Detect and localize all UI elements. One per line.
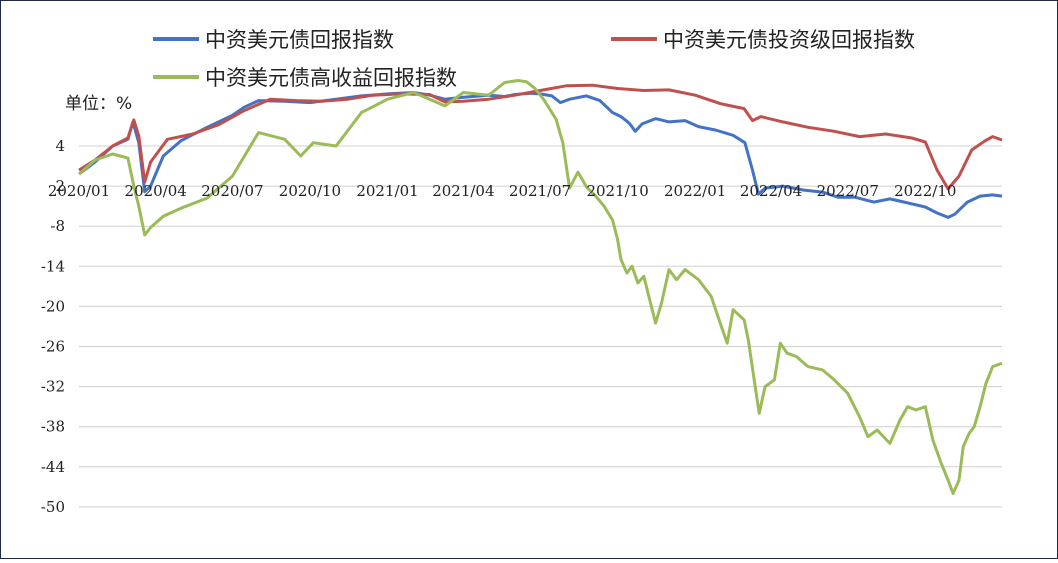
x-axis-ticks: 2020/01 2020/04 2020/07 2020/10 2021/01 2021/… (48, 182, 957, 200)
series-lines (78, 79, 1003, 495)
x-tick-label: 2020/07 (201, 182, 263, 200)
series-line-1 (78, 91, 1003, 219)
y-tick-label: -8 (50, 217, 65, 235)
series-line-2 (78, 83, 1003, 191)
x-tick-label: 2022/01 (664, 182, 726, 200)
y-tick-label: -32 (41, 378, 65, 396)
x-tick-label: 2021/01 (356, 182, 418, 200)
x-tick-label: 2021/07 (509, 182, 571, 200)
legend-label-series-1: 中资美元债回报指数 (205, 28, 394, 52)
legend: 中资美元债回报指数 中资美元债投资级回报指数 中资美元债高收益回报指数 (153, 28, 915, 90)
x-tick-label: 2022/04 (740, 182, 802, 200)
y-tick-label: 2 (55, 177, 65, 195)
y-tick-label: -26 (41, 338, 65, 356)
legend-label-series-3: 中资美元债高收益回报指数 (205, 66, 457, 90)
y-axis-ticks: 4 2 -8 -14 -20 -26 -32 -38 -44 -50 (41, 137, 65, 516)
series-line-3 (78, 79, 1003, 495)
x-tick-label: 2020/04 (125, 182, 187, 200)
y-tick-label: -50 (41, 498, 65, 516)
x-tick-label: 2020/01 (48, 182, 110, 200)
y-tick-label: -38 (41, 418, 65, 436)
unit-label: 单位：% (65, 94, 132, 114)
x-tick-label: 2021/10 (586, 182, 648, 200)
legend-label-series-2: 中资美元债投资级回报指数 (663, 28, 915, 52)
y-tick-label: -14 (41, 257, 65, 275)
x-tick-label: 2021/04 (432, 182, 494, 200)
y-tick-label: 4 (55, 137, 65, 155)
y-tick-label: -44 (41, 458, 65, 476)
x-tick-label: 2022/10 (894, 182, 956, 200)
gridlines (79, 145, 1002, 508)
y-tick-label: -20 (41, 297, 65, 315)
x-tick-label: 2022/07 (817, 182, 879, 200)
x-tick-label: 2020/10 (279, 182, 341, 200)
